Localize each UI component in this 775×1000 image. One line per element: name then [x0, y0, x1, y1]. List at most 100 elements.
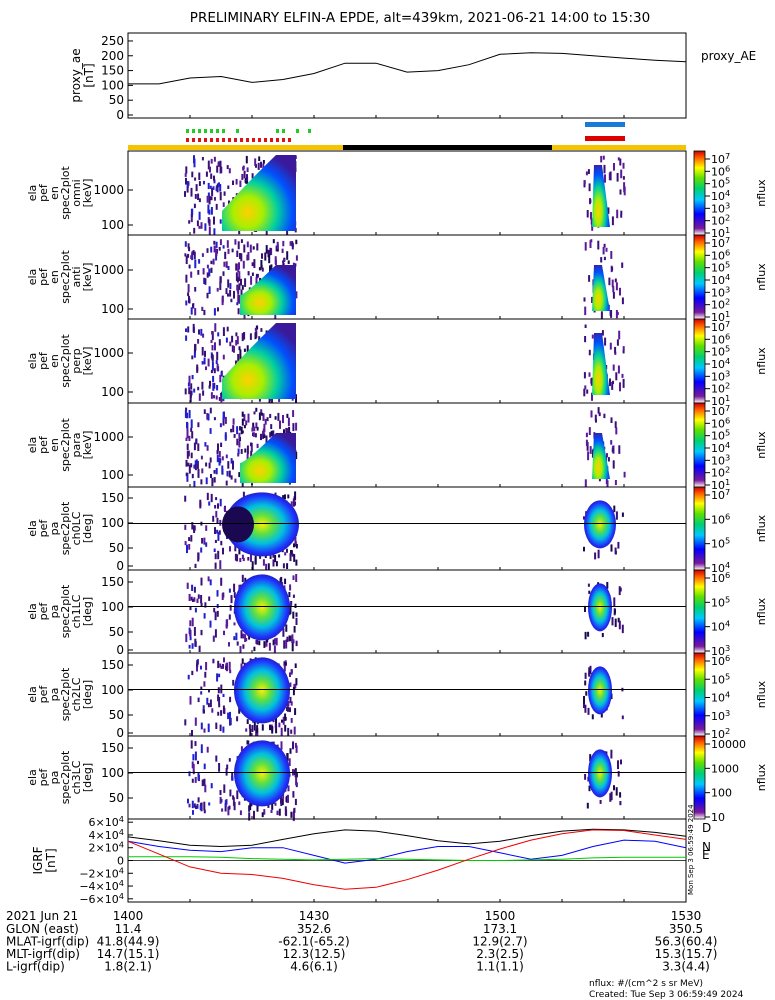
spectrogram-pixel — [218, 530, 221, 535]
spectrogram-pixel — [262, 160, 265, 164]
spectrogram-pixel — [220, 665, 223, 669]
spectrogram-pixel — [212, 515, 215, 522]
spectrogram-pixel — [241, 411, 244, 417]
spectrogram-pixel — [241, 333, 244, 342]
spectrogram-pixel — [620, 210, 623, 215]
spectrogram-pixel — [190, 383, 193, 390]
proxy-ae-ytick-label: 250 — [101, 34, 124, 48]
spectrogram-pixel — [269, 247, 272, 256]
spectrogram-pixel — [193, 155, 195, 164]
spectrogram-pixel — [282, 563, 285, 569]
spectrogram-pixel — [292, 423, 295, 432]
time-tick-label: 1430 — [299, 909, 330, 923]
spectrogram-pixel — [201, 468, 204, 474]
ytick-label: 1000 — [93, 183, 124, 197]
spectrogram-pixel — [222, 354, 225, 360]
spectrogram-pixel — [587, 583, 590, 587]
spectrogram-pixel — [209, 185, 212, 189]
spectrogram-pixel — [584, 631, 587, 640]
colorbar-tick-label: 103 — [711, 200, 730, 215]
spectrogram-pixel — [211, 354, 214, 361]
spectrogram-pixel — [238, 283, 241, 290]
spectrogram-pixel — [225, 454, 228, 459]
panel-ylabel: en — [48, 186, 61, 200]
spectrogram-pixel — [614, 351, 617, 355]
spectrogram-pixel — [191, 670, 194, 676]
spectrogram-pixel — [185, 274, 188, 283]
spectrogram-pixel — [616, 209, 619, 219]
panel-ylabel: para — [70, 433, 83, 458]
spectrogram-pixel — [590, 410, 593, 418]
green-tick — [192, 129, 195, 133]
spectrogram-pixel — [232, 679, 235, 686]
spectrogram-pixel — [196, 598, 199, 603]
spectrogram-pixel — [585, 691, 588, 696]
spectrogram-pixel — [216, 363, 219, 371]
spectrogram-pixel — [208, 226, 211, 235]
spectrogram-pixel — [250, 442, 252, 447]
spectrogram-pixel — [195, 184, 198, 192]
spectrogram-pixel — [197, 697, 200, 703]
spectrogram-pixel — [191, 522, 194, 530]
red-tick — [222, 138, 225, 142]
spectrogram-pixel — [203, 357, 206, 365]
spectrogram-pixel — [258, 267, 261, 271]
spectrogram-pixel — [287, 706, 289, 712]
spectrogram-pixel — [197, 594, 200, 599]
spectrogram-pixel — [218, 182, 220, 188]
pitch-angle-region-2 — [588, 583, 612, 632]
spectrogram-pixel — [209, 428, 212, 434]
ephemeris-value: -62.1(-65.2) — [278, 935, 349, 949]
spectrogram-pixel — [253, 411, 256, 415]
spectrogram-pixel — [587, 707, 590, 715]
spectrogram-pixel — [223, 784, 226, 793]
spectrogram-pixel — [239, 646, 242, 653]
spectrogram-pixel — [201, 253, 204, 257]
spectrogram-pixel — [616, 339, 619, 346]
spectrogram-pixel — [191, 643, 194, 649]
spectrogram-pixel — [247, 557, 250, 561]
spectrogram-pixel — [583, 516, 585, 520]
spectrogram-pixel — [207, 703, 210, 708]
panel-ylabel: pef — [37, 602, 50, 621]
ytick-label: 0 — [116, 726, 124, 740]
spectrogram-pixel — [236, 716, 239, 722]
spectrogram-pixel — [235, 332, 238, 337]
spectrogram-pixel — [238, 346, 241, 351]
spectrogram-pixel — [264, 252, 267, 261]
spectrogram-pixel — [209, 579, 212, 586]
spectrogram-pixel — [191, 473, 194, 479]
spectrogram-pixel — [185, 437, 188, 441]
spectrogram-pixel — [210, 246, 213, 253]
spectrogram-pixel — [284, 724, 287, 732]
colorbar-tick-label: 101 — [711, 309, 730, 324]
spectrogram-pixel — [222, 327, 225, 336]
spectrogram-pixel — [612, 380, 614, 385]
spectrogram-pixel — [292, 687, 295, 696]
spectrogram-pixel — [194, 343, 197, 351]
spectrogram-pixel — [274, 312, 277, 321]
ephemeris-value: 350.5 — [669, 922, 703, 936]
spectrogram-pixel — [251, 561, 254, 570]
spectrogram-pixel — [200, 222, 203, 229]
spectrogram-pixel — [194, 177, 197, 181]
spectrogram-pixel — [290, 501, 293, 508]
spectrogram-pixel — [230, 458, 233, 464]
spectrogram-pixel — [622, 378, 625, 388]
spectrogram-pixel — [198, 393, 201, 401]
spectrogram-pixel — [583, 696, 585, 705]
panel-ylabel: en — [48, 270, 61, 284]
spectrogram-pixel — [613, 505, 616, 513]
spectrogram-pixel — [207, 723, 210, 733]
red-tick — [216, 138, 219, 142]
igrf-series-line — [127, 829, 687, 890]
spectrogram-pixel — [229, 546, 231, 552]
spectrogram-pixel — [228, 758, 231, 762]
spectrogram-pixel — [219, 519, 222, 526]
spectrogram-pixel — [188, 375, 191, 384]
spectrogram-pixel — [587, 169, 590, 174]
proxy-ae-ylabel: [nT] — [82, 63, 96, 87]
spectrogram-pixel — [197, 552, 200, 560]
spectrogram-pixel — [226, 619, 229, 627]
spectrogram-pixel — [270, 264, 273, 272]
